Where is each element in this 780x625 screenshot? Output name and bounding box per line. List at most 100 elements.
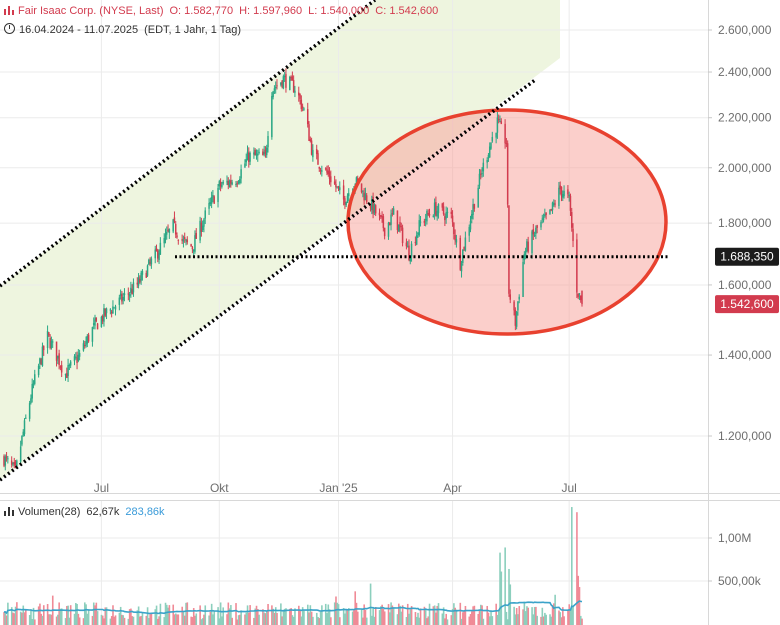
candle-body bbox=[328, 171, 331, 179]
price-candle bbox=[462, 249, 464, 266]
volume-bar bbox=[396, 614, 399, 625]
candle-body bbox=[75, 356, 77, 358]
candle-body bbox=[527, 241, 529, 252]
price-candle bbox=[504, 119, 506, 149]
volume-bar bbox=[356, 611, 359, 625]
candle-body bbox=[195, 233, 197, 239]
volume-bar bbox=[317, 616, 319, 625]
candle-body bbox=[360, 183, 363, 193]
price-candle bbox=[576, 233, 578, 299]
price-candle bbox=[488, 142, 491, 158]
candle-body bbox=[119, 293, 122, 296]
candle-body bbox=[495, 132, 497, 138]
candlestick-icon bbox=[4, 6, 14, 15]
candle-body bbox=[550, 208, 552, 211]
price-candle bbox=[419, 215, 422, 227]
volume-bar bbox=[460, 618, 463, 625]
price-candle bbox=[308, 121, 310, 141]
price-candle bbox=[146, 264, 149, 277]
volume-bar bbox=[505, 611, 508, 625]
candle-body bbox=[392, 208, 395, 215]
range-info: (EDT, 1 Jahr, 1 Tag) bbox=[144, 24, 242, 36]
price-candle bbox=[182, 235, 185, 248]
volume-bar bbox=[109, 618, 112, 625]
price-candle bbox=[567, 185, 569, 199]
candle-body bbox=[200, 222, 203, 232]
candle-body bbox=[487, 154, 490, 159]
volume-bar bbox=[59, 608, 62, 625]
candle-body bbox=[60, 365, 63, 373]
price-candle bbox=[12, 462, 14, 467]
price-candle bbox=[285, 68, 287, 93]
candle-body bbox=[381, 215, 383, 218]
price-candle bbox=[579, 295, 582, 303]
candle-body bbox=[576, 239, 578, 293]
candle-body bbox=[486, 159, 488, 163]
volume-bar bbox=[360, 608, 363, 625]
volume-bar bbox=[497, 610, 500, 625]
price-candle bbox=[490, 142, 492, 150]
price-candle bbox=[508, 205, 510, 297]
price-candle bbox=[235, 181, 237, 188]
price-candle bbox=[335, 179, 337, 193]
last-price-marker: 1.542,600 bbox=[715, 295, 779, 314]
time-axis-label: Jul bbox=[94, 481, 109, 495]
price-candle bbox=[149, 257, 151, 267]
volume-bar bbox=[369, 583, 372, 625]
highlight-circle-fill bbox=[348, 110, 666, 334]
price-candle bbox=[194, 230, 196, 254]
candle-body bbox=[28, 403, 31, 419]
candle-body bbox=[432, 215, 435, 218]
price-candle bbox=[30, 394, 32, 405]
volume-bar bbox=[265, 610, 268, 625]
volume-bar bbox=[486, 605, 489, 625]
price-candle bbox=[109, 308, 112, 315]
volume-bar bbox=[14, 606, 17, 625]
candle-body bbox=[289, 76, 291, 91]
candle-body bbox=[14, 462, 17, 467]
volume-bar bbox=[400, 611, 403, 625]
candle-body bbox=[22, 431, 24, 436]
volume-bar bbox=[289, 608, 291, 625]
candle-body bbox=[445, 212, 447, 219]
volume-bar bbox=[513, 606, 515, 625]
price-candle bbox=[91, 326, 94, 347]
volume-bar bbox=[248, 612, 250, 625]
candle-body bbox=[83, 345, 86, 347]
candle-body bbox=[127, 293, 130, 295]
volume-bar bbox=[540, 616, 542, 625]
candle-body bbox=[186, 239, 189, 243]
volume-bar bbox=[209, 611, 212, 625]
price-candle bbox=[3, 454, 5, 468]
candle-body bbox=[112, 306, 114, 314]
candle-body bbox=[121, 294, 123, 302]
volume-bar bbox=[280, 603, 282, 625]
price-candle bbox=[415, 231, 418, 246]
candle-body bbox=[468, 227, 470, 236]
candle-body bbox=[549, 209, 551, 215]
price-candle bbox=[560, 186, 563, 202]
candle-body bbox=[21, 435, 23, 445]
price-candle bbox=[513, 300, 515, 316]
volume-bar bbox=[282, 611, 285, 625]
price-candle bbox=[48, 332, 50, 337]
price-candle bbox=[49, 334, 51, 350]
candle-body bbox=[579, 295, 582, 301]
price-candle bbox=[569, 193, 572, 216]
price-candle bbox=[454, 229, 456, 245]
volume-bar bbox=[550, 616, 553, 625]
volume-bar bbox=[569, 610, 572, 625]
volume-bar bbox=[75, 603, 77, 625]
volume-bar bbox=[462, 612, 464, 625]
support-price-marker: 1.688,350 bbox=[715, 247, 779, 266]
candle-body bbox=[397, 224, 400, 232]
candle-body bbox=[235, 184, 237, 186]
candle-body bbox=[405, 242, 408, 247]
volume-bar bbox=[262, 609, 264, 625]
price-candle bbox=[464, 231, 467, 252]
candle-body bbox=[174, 224, 177, 235]
price-candle bbox=[414, 236, 417, 246]
volume-bar bbox=[541, 607, 544, 625]
candle-body bbox=[16, 460, 18, 468]
